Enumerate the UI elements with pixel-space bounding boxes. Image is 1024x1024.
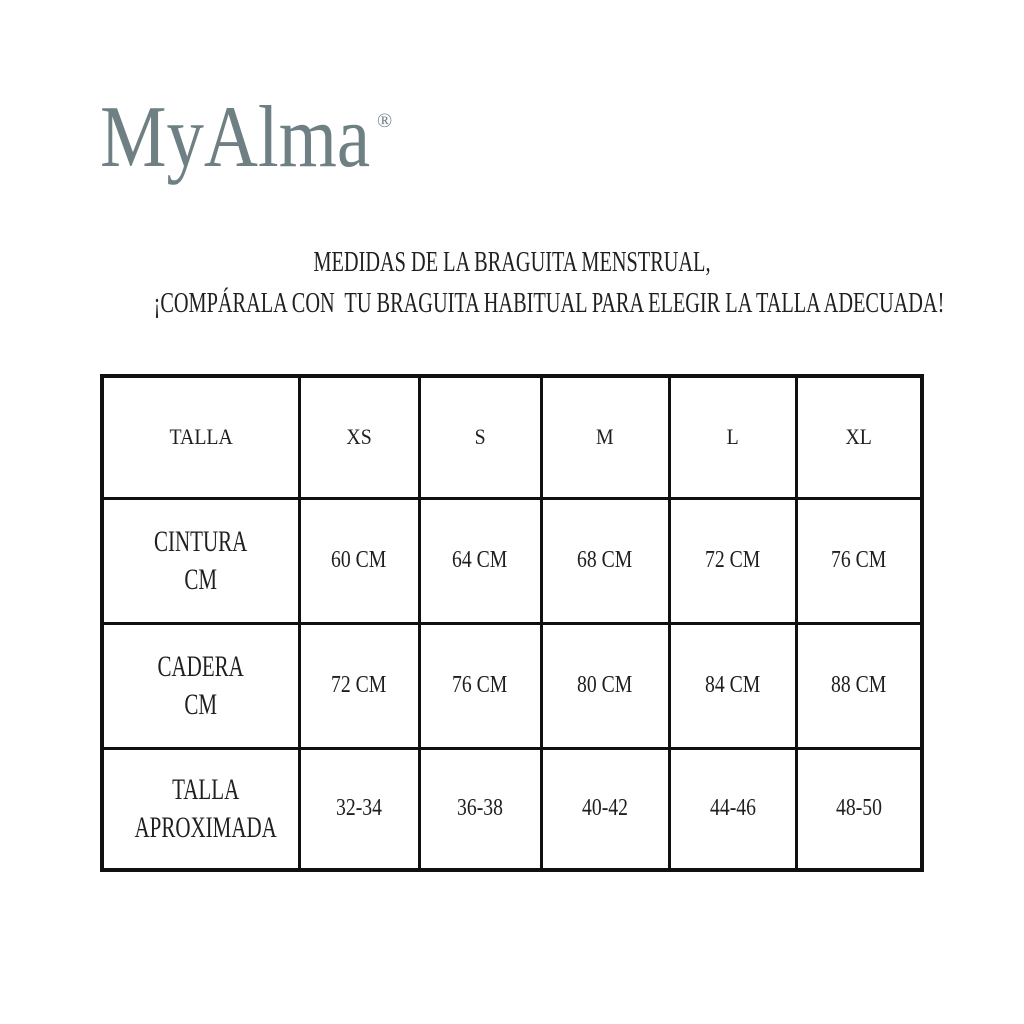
cell-value: 60 CM [331, 547, 387, 573]
row-label-line: APROXIMADA [134, 810, 277, 844]
header-cell-l-text: L [726, 424, 739, 450]
cell-value: 48-50 [835, 795, 882, 822]
row-label-talla-aproximada-text: TALLA APROXIMADA [135, 771, 277, 846]
cell-cadera-m: 80 CM [539, 621, 671, 750]
row-label-cintura: CINTURA CM [100, 496, 301, 625]
cell-cadera-l: 84 CM [667, 621, 798, 750]
row-label-line: CINTURA [154, 525, 248, 558]
cell-aprox-s: 36-38 [417, 746, 543, 872]
cell-value: 80 CM [577, 672, 633, 698]
cell-cintura-s: 64 CM [417, 496, 543, 625]
table-row-cintura: CINTURA CM 60 CM 64 CM 68 CM 72 CM 76 CM [100, 496, 924, 625]
cell-value: 32-34 [336, 795, 382, 822]
cell-value: 84 CM [704, 672, 761, 698]
header-cell-s: S [417, 374, 543, 500]
header-cell-xl: XL [794, 374, 924, 500]
heading-line-1: MEDIDAS DE LA BRAGUITA MENSTRUAL, [313, 246, 711, 278]
cell-value: 76 CM [452, 672, 508, 698]
brand-logo-text: MyAlma [100, 89, 371, 186]
cell-value: 68 CM [577, 547, 633, 573]
header-cell-m-text: M [596, 424, 614, 450]
row-label-cintura-text: CINTURA CM [154, 523, 247, 598]
brand-logo: MyAlma ® [100, 94, 418, 204]
table-row-talla-aproximada: TALLA APROXIMADA 32-34 36-38 40-42 44-46… [100, 746, 924, 872]
header-cell-xs: XS [297, 374, 421, 500]
cell-cintura-m: 68 CM [539, 496, 671, 625]
cell-cintura-l: 72 CM [667, 496, 798, 625]
cell-cadera-xl: 88 CM [794, 621, 924, 750]
row-label-cadera-text: CADERA CM [158, 648, 244, 723]
header-cell-s-text: S [474, 424, 486, 450]
header-cell-xs-text: XS [346, 424, 372, 450]
cell-value: 72 CM [704, 547, 761, 573]
size-table-header-row: TALLA XS S M L XL [100, 374, 924, 500]
cell-value: 76 CM [831, 547, 887, 573]
size-chart-table: TALLA XS S M L XL CINTURA CM 60 CM 64 CM… [100, 374, 924, 872]
cell-value: 88 CM [831, 672, 887, 698]
heading-line-2: ¡COMPÁRALA CON TU BRAGUITA HABITUAL PARA… [153, 287, 945, 319]
header-cell-m: M [539, 374, 671, 500]
row-label-line: CADERA [157, 650, 244, 683]
row-label-line: CM [184, 687, 218, 721]
row-label-talla-aproximada: TALLA APROXIMADA [100, 746, 301, 872]
cell-aprox-m: 40-42 [539, 746, 671, 872]
cell-aprox-xl: 48-50 [794, 746, 924, 872]
cell-value: 40-42 [582, 795, 628, 822]
cell-value: 36-38 [457, 795, 503, 822]
cell-cintura-xl: 76 CM [794, 496, 924, 625]
cell-value: 72 CM [331, 672, 387, 698]
cell-cadera-xs: 72 CM [297, 621, 421, 750]
registered-trademark-symbol: ® [377, 110, 393, 132]
header-cell-xl-text: XL [845, 424, 872, 450]
table-row-cadera: CADERA CM 72 CM 76 CM 80 CM 84 CM 88 CM [100, 621, 924, 750]
header-cell-l: L [667, 374, 798, 500]
cell-cadera-s: 76 CM [417, 621, 543, 750]
row-label-cadera: CADERA CM [100, 621, 301, 750]
cell-aprox-l: 44-46 [667, 746, 798, 872]
row-label-line: CM [184, 562, 218, 596]
cell-value: 44-46 [709, 795, 756, 822]
header-cell-talla-text: TALLA [169, 424, 233, 450]
size-guide-heading: MEDIDAS DE LA BRAGUITA MENSTRUAL, ¡COMPÁ… [0, 242, 1024, 324]
cell-aprox-xs: 32-34 [297, 746, 421, 872]
header-cell-talla: TALLA [100, 374, 301, 500]
cell-cintura-xs: 60 CM [297, 496, 421, 625]
cell-value: 64 CM [452, 547, 508, 573]
row-label-line: TALLA [172, 773, 240, 807]
